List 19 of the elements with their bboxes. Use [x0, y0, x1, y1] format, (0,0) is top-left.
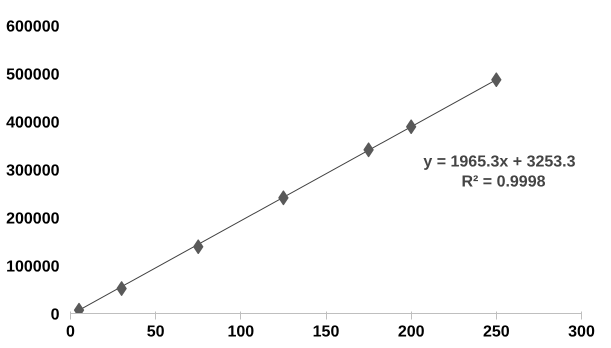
x-tick-label: 50	[146, 324, 165, 340]
annotation: y = 1965.3x + 3253.3	[423, 154, 576, 170]
y-tick-label: 100000	[6, 258, 60, 276]
x-tick-label: 200	[398, 324, 425, 340]
y-tick-label: 500000	[6, 66, 60, 84]
x-tick-label: 300	[568, 324, 595, 340]
y-tick-label: 0	[50, 306, 60, 324]
x-tick-label: 250	[482, 324, 510, 340]
x-tick-label: 150	[312, 324, 340, 340]
y-tick-label: 600000	[6, 18, 60, 36]
y-tick-label: 200000	[6, 210, 60, 228]
annotation: R² = 0.9998	[461, 174, 546, 190]
point	[363, 142, 374, 158]
y-tick-label: 300000	[6, 162, 60, 180]
point	[278, 190, 289, 206]
y-tick-label: 400000	[6, 114, 60, 132]
x-tick-label: 100	[227, 324, 254, 340]
point	[116, 281, 127, 296]
x-tick-label: 0	[66, 324, 76, 340]
